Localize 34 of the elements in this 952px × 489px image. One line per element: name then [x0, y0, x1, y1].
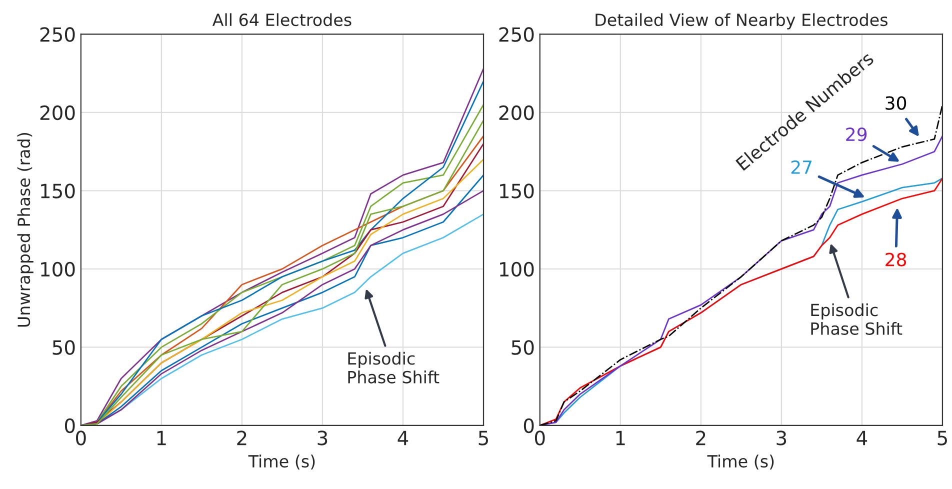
annotation: Episodic Phase Shift [348, 352, 440, 384]
x-axis-title: Time (s) [707, 454, 774, 470]
x-tick-label: 4 [856, 430, 868, 446]
x-tick-label: 3 [318, 430, 328, 446]
text: 28 [886, 252, 906, 266]
y-tick-label: 100 [41, 262, 75, 277]
y-tick-label: 0 [64, 418, 75, 434]
y-axis-title: Unwrapped Phase (rad) [17, 133, 34, 327]
x-tick-label: 5 [478, 430, 488, 446]
y-tick-label: 50 [512, 340, 534, 355]
series-label: 30 [886, 96, 906, 110]
x-tick-label: 0 [76, 430, 86, 446]
x-tick-label: 4 [398, 430, 408, 446]
annotation: Episodic Phase Shift [811, 303, 902, 335]
x-axis-title: Time (s) [248, 454, 315, 470]
y-tick-label: 250 [40, 27, 75, 42]
x-tick-label: 3 [776, 430, 786, 446]
y-tick-label: 200 [40, 105, 75, 120]
y-tick-label: 250 [499, 27, 534, 42]
y-tick-label: 150 [41, 184, 75, 198]
chart-title: Detailed View of Nearby Electrodes [596, 13, 888, 30]
chart-title: All 64 Electrodes [212, 13, 352, 26]
x-tick-label: 1 [616, 430, 625, 446]
x-tick-label: 1 [157, 430, 166, 446]
y-tick-label: 100 [500, 262, 534, 277]
y-tick-label: 150 [500, 184, 534, 198]
x-tick-label: 0 [534, 430, 545, 446]
y-tick-label: 200 [499, 105, 534, 120]
x-tick-label: 2 [696, 430, 706, 446]
y-tick-label: 50 [52, 340, 75, 355]
x-tick-label: 2 [237, 430, 246, 446]
x-tick-label: 5 [938, 430, 947, 446]
series-label: 29 [846, 128, 867, 142]
y-tick-label: 0 [524, 418, 534, 434]
